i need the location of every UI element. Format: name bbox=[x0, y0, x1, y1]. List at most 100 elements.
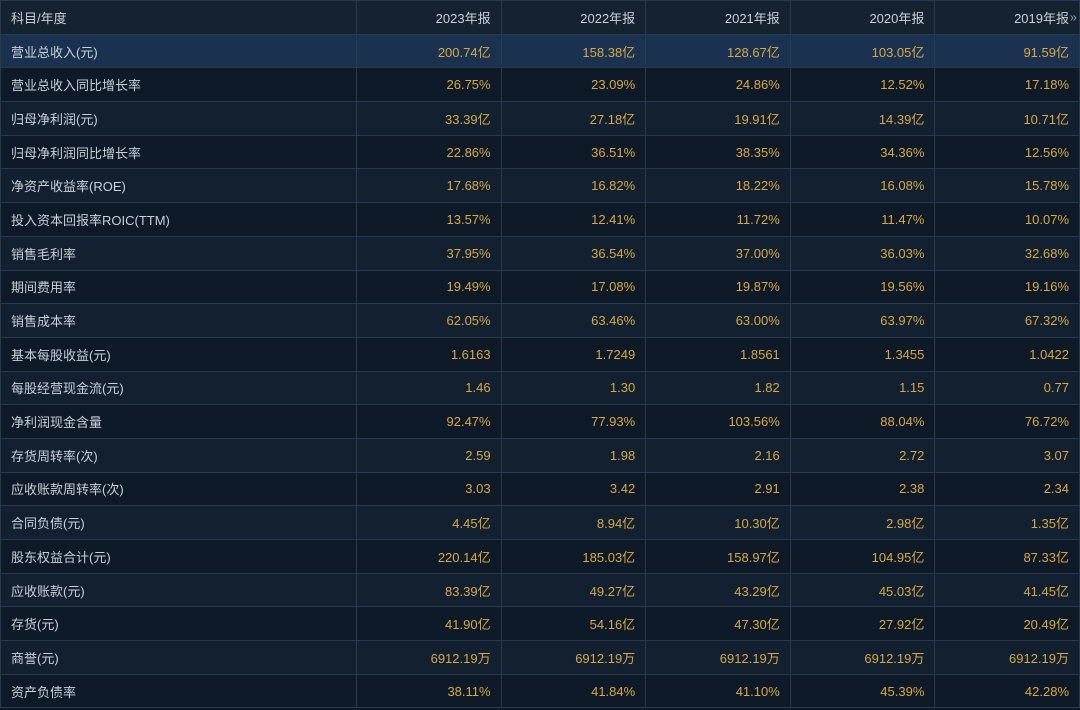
cell-value: 10.71亿 bbox=[935, 102, 1080, 136]
cell-value: 2.59 bbox=[357, 438, 502, 472]
row-label: 归母净利润(元) bbox=[1, 102, 357, 136]
cell-value: 104.95亿 bbox=[790, 540, 935, 574]
table-row[interactable]: 营业总收入(元)200.74亿158.38亿128.67亿103.05亿91.5… bbox=[1, 34, 1080, 68]
cell-value: 2.38 bbox=[790, 472, 935, 506]
table-row[interactable]: 股东权益合计(元)220.14亿185.03亿158.97亿104.95亿87.… bbox=[1, 540, 1080, 574]
year-header[interactable]: 2021年报 bbox=[646, 1, 791, 35]
cell-value: 8.94亿 bbox=[501, 506, 646, 540]
year-header[interactable]: 2019年报 » bbox=[935, 1, 1080, 35]
table-row[interactable]: 合同负债(元)4.45亿8.94亿10.30亿2.98亿1.35亿 bbox=[1, 506, 1080, 540]
row-label: 销售毛利率 bbox=[1, 236, 357, 270]
cell-value: 49.27亿 bbox=[501, 573, 646, 607]
cell-value: 2.34 bbox=[935, 472, 1080, 506]
table-row[interactable]: 营业总收入同比增长率26.75%23.09%24.86%12.52%17.18% bbox=[1, 68, 1080, 102]
row-label: 应收账款周转率(次) bbox=[1, 472, 357, 506]
table-row[interactable]: 应收账款周转率(次)3.033.422.912.382.34 bbox=[1, 472, 1080, 506]
cell-value: 12.56% bbox=[935, 135, 1080, 169]
row-label: 销售成本率 bbox=[1, 304, 357, 338]
year-header[interactable]: 2022年报 bbox=[501, 1, 646, 35]
row-label: 资产负债率 bbox=[1, 674, 357, 708]
cell-value: 3.07 bbox=[935, 438, 1080, 472]
table-row[interactable]: 投入资本回报率ROIC(TTM)13.57%12.41%11.72%11.47%… bbox=[1, 203, 1080, 237]
table-row[interactable]: 资产负债率38.11%41.84%41.10%45.39%42.28% bbox=[1, 674, 1080, 708]
table-row[interactable]: 销售成本率62.05%63.46%63.00%63.97%67.32% bbox=[1, 304, 1080, 338]
row-label: 期间费用率 bbox=[1, 270, 357, 304]
cell-value: 23.09% bbox=[501, 68, 646, 102]
cell-value: 76.72% bbox=[935, 405, 1080, 439]
cell-value: 1.0422 bbox=[935, 337, 1080, 371]
table-row[interactable]: 净资产收益率(ROE)17.68%16.82%18.22%16.08%15.78… bbox=[1, 169, 1080, 203]
cell-value: 14.39亿 bbox=[790, 102, 935, 136]
cell-value: 200.74亿 bbox=[357, 34, 502, 68]
cell-value: 41.10% bbox=[646, 674, 791, 708]
scroll-right-icon[interactable]: » bbox=[1070, 10, 1077, 25]
cell-value: 1.30 bbox=[501, 371, 646, 405]
year-header-label: 2019年报 bbox=[1014, 11, 1069, 26]
cell-value: 185.03亿 bbox=[501, 540, 646, 574]
cell-value: 38.35% bbox=[646, 135, 791, 169]
cell-value: 11.72% bbox=[646, 203, 791, 237]
row-label: 存货(元) bbox=[1, 607, 357, 641]
year-header[interactable]: 2023年报 bbox=[357, 1, 502, 35]
row-label: 商誉(元) bbox=[1, 641, 357, 675]
cell-value: 19.56% bbox=[790, 270, 935, 304]
cell-value: 41.90亿 bbox=[357, 607, 502, 641]
cell-value: 6912.19万 bbox=[501, 641, 646, 675]
row-label: 合同负债(元) bbox=[1, 506, 357, 540]
table-row[interactable]: 每股经营现金流(元)1.461.301.821.150.77 bbox=[1, 371, 1080, 405]
cell-value: 1.46 bbox=[357, 371, 502, 405]
financial-table: 科目/年度 2023年报 2022年报 2021年报 2020年报 2019年报… bbox=[0, 0, 1080, 708]
table-body: 营业总收入(元)200.74亿158.38亿128.67亿103.05亿91.5… bbox=[1, 34, 1080, 708]
row-label: 净利润现金含量 bbox=[1, 405, 357, 439]
table-row[interactable]: 存货周转率(次)2.591.982.162.723.07 bbox=[1, 438, 1080, 472]
cell-value: 1.8561 bbox=[646, 337, 791, 371]
table-row[interactable]: 期间费用率19.49%17.08%19.87%19.56%19.16% bbox=[1, 270, 1080, 304]
cell-value: 32.68% bbox=[935, 236, 1080, 270]
cell-value: 47.30亿 bbox=[646, 607, 791, 641]
cell-value: 1.3455 bbox=[790, 337, 935, 371]
cell-value: 63.97% bbox=[790, 304, 935, 338]
row-label: 股东权益合计(元) bbox=[1, 540, 357, 574]
cell-value: 36.51% bbox=[501, 135, 646, 169]
cell-value: 15.78% bbox=[935, 169, 1080, 203]
cell-value: 62.05% bbox=[357, 304, 502, 338]
row-label: 营业总收入同比增长率 bbox=[1, 68, 357, 102]
cell-value: 12.52% bbox=[790, 68, 935, 102]
cell-value: 37.95% bbox=[357, 236, 502, 270]
row-label: 营业总收入(元) bbox=[1, 34, 357, 68]
cell-value: 67.32% bbox=[935, 304, 1080, 338]
cell-value: 27.18亿 bbox=[501, 102, 646, 136]
cell-value: 63.00% bbox=[646, 304, 791, 338]
table-row[interactable]: 净利润现金含量92.47%77.93%103.56%88.04%76.72% bbox=[1, 405, 1080, 439]
cell-value: 37.00% bbox=[646, 236, 791, 270]
cell-value: 26.75% bbox=[357, 68, 502, 102]
cell-value: 88.04% bbox=[790, 405, 935, 439]
cell-value: 1.98 bbox=[501, 438, 646, 472]
cell-value: 43.29亿 bbox=[646, 573, 791, 607]
cell-value: 77.93% bbox=[501, 405, 646, 439]
cell-value: 3.03 bbox=[357, 472, 502, 506]
table-row[interactable]: 基本每股收益(元)1.61631.72491.85611.34551.0422 bbox=[1, 337, 1080, 371]
cell-value: 10.07% bbox=[935, 203, 1080, 237]
cell-value: 91.59亿 bbox=[935, 34, 1080, 68]
cell-value: 1.6163 bbox=[357, 337, 502, 371]
cell-value: 17.68% bbox=[357, 169, 502, 203]
cell-value: 3.42 bbox=[501, 472, 646, 506]
cell-value: 22.86% bbox=[357, 135, 502, 169]
table-row[interactable]: 商誉(元)6912.19万6912.19万6912.19万6912.19万691… bbox=[1, 641, 1080, 675]
cell-value: 6912.19万 bbox=[935, 641, 1080, 675]
cell-value: 34.36% bbox=[790, 135, 935, 169]
table-row[interactable]: 销售毛利率37.95%36.54%37.00%36.03%32.68% bbox=[1, 236, 1080, 270]
table-row[interactable]: 存货(元)41.90亿54.16亿47.30亿27.92亿20.49亿 bbox=[1, 607, 1080, 641]
row-label: 每股经营现金流(元) bbox=[1, 371, 357, 405]
cell-value: 2.16 bbox=[646, 438, 791, 472]
table-row[interactable]: 归母净利润同比增长率22.86%36.51%38.35%34.36%12.56% bbox=[1, 135, 1080, 169]
cell-value: 36.03% bbox=[790, 236, 935, 270]
cell-value: 12.41% bbox=[501, 203, 646, 237]
table-row[interactable]: 归母净利润(元)33.39亿27.18亿19.91亿14.39亿10.71亿 bbox=[1, 102, 1080, 136]
cell-value: 45.03亿 bbox=[790, 573, 935, 607]
year-header[interactable]: 2020年报 bbox=[790, 1, 935, 35]
cell-value: 41.84% bbox=[501, 674, 646, 708]
cell-value: 33.39亿 bbox=[357, 102, 502, 136]
table-row[interactable]: 应收账款(元)83.39亿49.27亿43.29亿45.03亿41.45亿 bbox=[1, 573, 1080, 607]
